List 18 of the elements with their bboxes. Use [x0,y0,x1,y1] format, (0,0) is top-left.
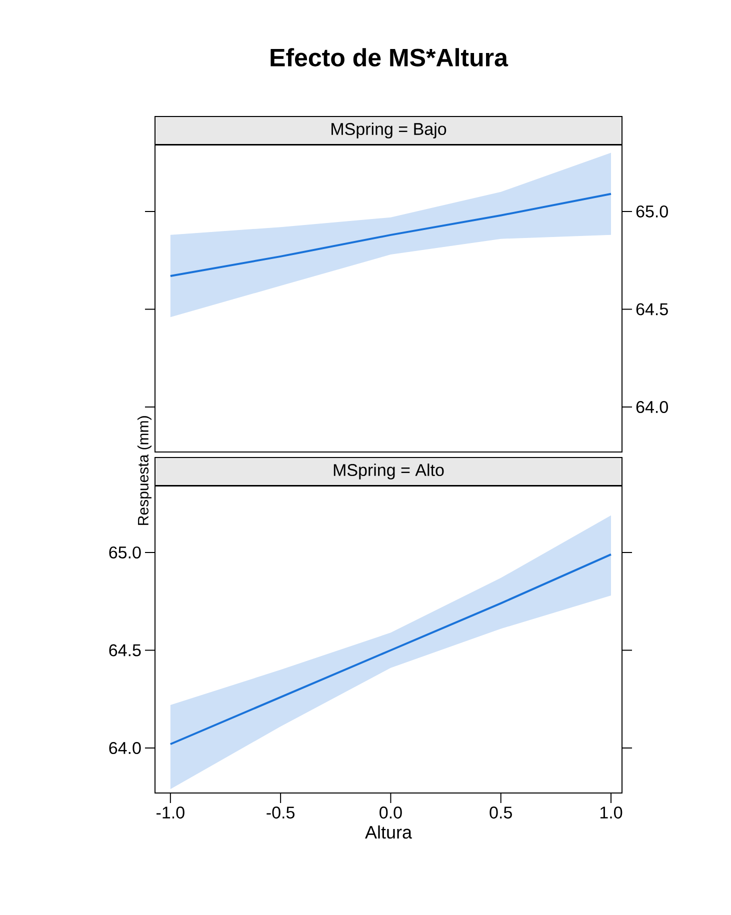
x-axis-title: Altura [365,825,412,839]
x-tick-label: -0.5 [266,806,294,819]
chart-title: Efecto de MS*Altura [270,48,508,66]
chart-subtitle: MSpring = Alto [334,464,444,480]
y-tick-label: 65.0 [636,205,668,218]
y-tick-label: 64.5 [636,303,668,316]
y-tick-label: 64.0 [109,742,141,754]
y-tick-label: 64.0 [636,400,668,414]
x-tick-label: -1.0 [156,806,184,819]
x-tick-label: 1.0 [600,806,622,819]
chart-subtitle: MSpring = Bajo [332,122,446,138]
x-tick-label: 0.5 [490,806,512,819]
y-tick-label: 65.0 [109,546,141,559]
y-axis-title: Respuesta (mm) [137,416,152,525]
y-tick-label: 64.5 [109,644,141,656]
line-series [169,553,612,746]
line-series [169,192,612,278]
x-tick-label: 0.0 [380,806,402,819]
